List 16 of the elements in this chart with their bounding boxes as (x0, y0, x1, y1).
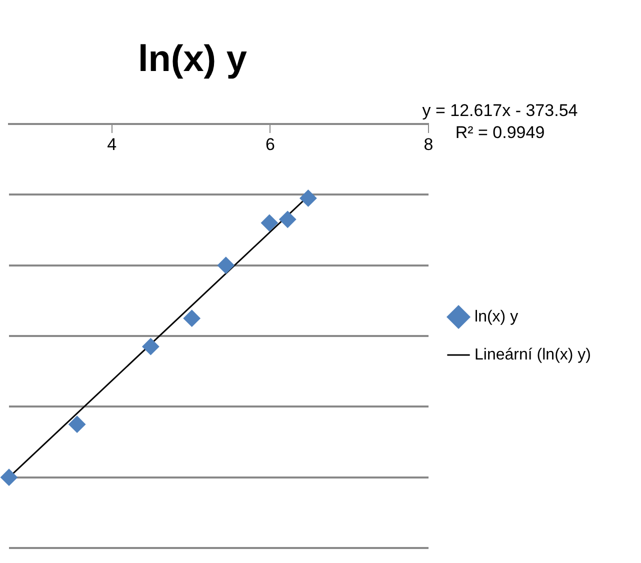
point (217, 256, 234, 274)
point (0, 468, 18, 486)
x-tick-label: 8 (424, 134, 434, 154)
text: R² = 0.9949 (455, 123, 545, 142)
legend-label: ln(x) y (474, 308, 518, 326)
point (183, 310, 200, 327)
legend-label: Lineární (ln(x) y) (474, 346, 592, 364)
point (142, 338, 160, 356)
point (279, 210, 296, 228)
point (260, 214, 278, 232)
point (300, 190, 317, 207)
point (68, 416, 86, 433)
chart-title: ln(x) y (137, 38, 248, 80)
x-tick-label: 6 (265, 134, 275, 154)
text: y = 12.617x - 373.54 (421, 100, 579, 122)
x-tick-label: 4 (107, 134, 117, 154)
